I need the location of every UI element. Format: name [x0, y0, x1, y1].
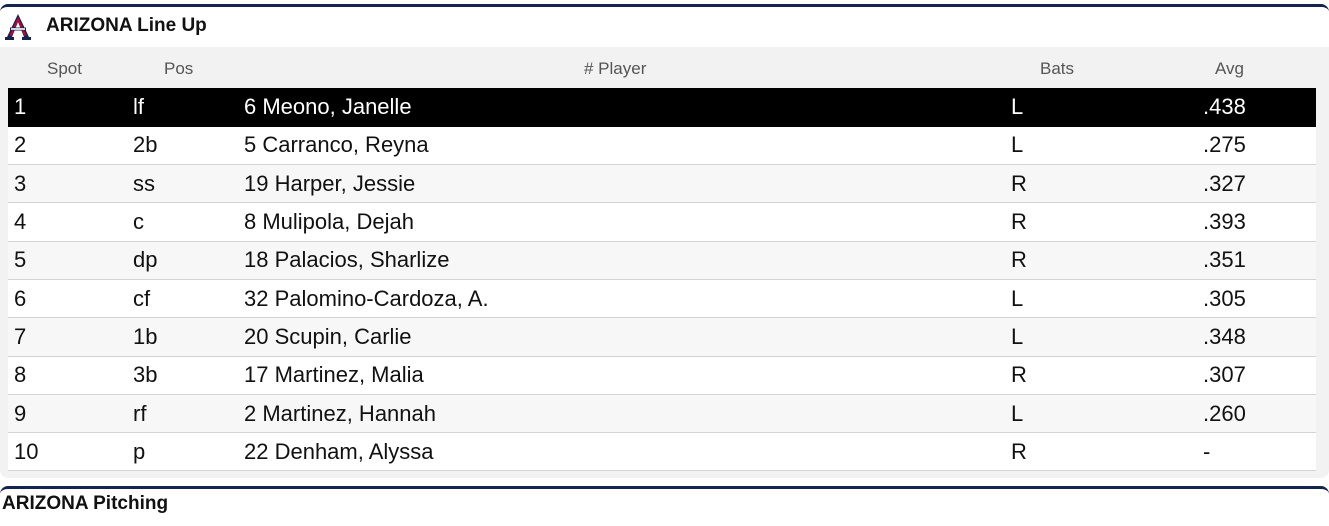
bats-cell: L	[1011, 317, 1203, 357]
pitching-panel: ARIZONA Pitching	[0, 486, 1329, 526]
position-cell: 1b	[133, 317, 244, 357]
lineup-row-1[interactable]: 1 lf 6 Meono, Janelle L .438	[8, 88, 1316, 127]
player-cell[interactable]: 2 Martinez, Hannah	[244, 394, 1011, 434]
position-cell: 3b	[133, 356, 244, 395]
column-header-pos[interactable]: Pos	[164, 59, 194, 78]
lineup-panel: ARIZONA Line Up Spot Pos # Player Bats A…	[0, 4, 1329, 478]
player-cell[interactable]: 19 Harper, Jessie	[244, 164, 1011, 204]
average-cell: .348	[1203, 317, 1316, 357]
bats-cell: R	[1011, 164, 1203, 204]
column-header-spot[interactable]: Spot	[47, 59, 82, 78]
lineup-row-3[interactable]: 3 ss 19 Harper, Jessie R .327	[8, 164, 1316, 204]
player-cell[interactable]: 17 Martinez, Malia	[244, 356, 1011, 395]
lineup-row-8[interactable]: 8 3b 17 Martinez, Malia R .307	[8, 356, 1316, 395]
spot-cell: 1	[8, 88, 133, 127]
average-cell: .275	[1203, 126, 1316, 166]
position-cell: rf	[133, 394, 244, 434]
spot-cell: 7	[8, 317, 133, 357]
lineup-row-5[interactable]: 5 dp 18 Palacios, Sharlize R .351	[8, 241, 1316, 280]
lineup-row-4[interactable]: 4 c 8 Mulipola, Dejah R .393	[8, 202, 1316, 242]
average-cell: .305	[1203, 279, 1316, 319]
position-cell: cf	[133, 279, 244, 319]
position-cell: ss	[133, 164, 244, 204]
average-cell: .307	[1203, 356, 1316, 395]
player-cell[interactable]: 22 Denham, Alyssa	[244, 432, 1011, 472]
bats-cell: L	[1011, 88, 1203, 127]
lineup-row-2[interactable]: 2 2b 5 Carranco, Reyna L .275	[8, 126, 1316, 166]
column-header-bats[interactable]: Bats	[1040, 59, 1075, 78]
player-cell[interactable]: 8 Mulipola, Dejah	[244, 202, 1011, 242]
average-cell: .260	[1203, 394, 1316, 434]
lineup-table: 1 lf 6 Meono, Janelle L .438 2 2b 5 Carr…	[8, 88, 1316, 472]
average-cell: .327	[1203, 164, 1316, 204]
average-cell: -	[1203, 432, 1316, 472]
pitching-panel-title: ARIZONA Pitching	[2, 493, 169, 514]
player-cell[interactable]: 6 Meono, Janelle	[244, 88, 1011, 127]
player-cell[interactable]: 18 Palacios, Sharlize	[244, 241, 1011, 280]
bats-cell: R	[1011, 241, 1203, 280]
lineup-row-9[interactable]: 9 rf 2 Martinez, Hannah L .260	[8, 394, 1316, 434]
bats-cell: R	[1011, 202, 1203, 242]
position-cell: dp	[133, 241, 244, 280]
spot-cell: 8	[8, 356, 133, 395]
spot-cell: 6	[8, 279, 133, 319]
lineup-title: ARIZONA Line Up	[46, 15, 207, 36]
bats-cell: L	[1011, 394, 1203, 434]
position-cell: c	[133, 202, 244, 242]
average-cell: .438	[1203, 88, 1316, 127]
lineup-row-7[interactable]: 7 1b 20 Scupin, Carlie L .348	[8, 317, 1316, 357]
spot-cell: 2	[8, 126, 133, 166]
average-cell: .393	[1203, 202, 1316, 242]
lineup-row-6[interactable]: 6 cf 32 Palomino-Cardoza, A. L .305	[8, 279, 1316, 319]
bats-cell: R	[1011, 356, 1203, 395]
lineup-panel-header: ARIZONA Line Up	[0, 7, 1329, 47]
position-cell: p	[133, 432, 244, 472]
position-cell: lf	[133, 88, 244, 127]
column-header-player[interactable]: # Player	[584, 59, 647, 78]
arizona-a-logo-icon	[4, 13, 32, 41]
spot-cell: 10	[8, 432, 133, 472]
position-cell: 2b	[133, 126, 244, 166]
spot-cell: 9	[8, 394, 133, 434]
player-cell[interactable]: 32 Palomino-Cardoza, A.	[244, 279, 1011, 319]
spot-cell: 5	[8, 241, 133, 280]
spot-cell: 4	[8, 202, 133, 242]
bats-cell: R	[1011, 432, 1203, 472]
lineup-row-10[interactable]: 10 p 22 Denham, Alyssa R -	[8, 432, 1316, 472]
player-cell[interactable]: 20 Scupin, Carlie	[244, 317, 1011, 357]
average-cell: .351	[1203, 241, 1316, 280]
bats-cell: L	[1011, 279, 1203, 319]
column-header-avg[interactable]: Avg	[1215, 59, 1244, 78]
spot-cell: 3	[8, 164, 133, 204]
player-cell[interactable]: 5 Carranco, Reyna	[244, 126, 1011, 166]
bats-cell: L	[1011, 126, 1203, 166]
